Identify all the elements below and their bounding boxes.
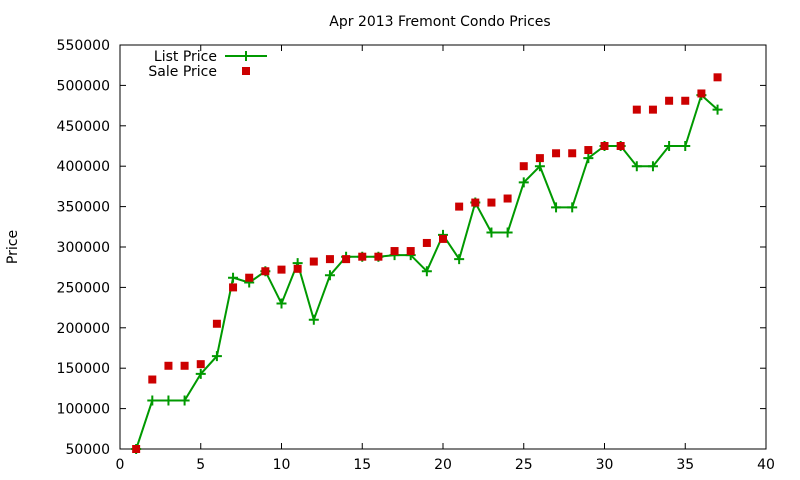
y-axis: 50000 100000 150000 200000 250000 300000 35000…	[57, 38, 766, 458]
data-point-sale-price	[358, 252, 367, 261]
data-point-sale-price	[277, 265, 286, 274]
data-point-sale-price	[665, 96, 674, 105]
data-point-list-price	[712, 104, 723, 115]
data-point-sale-price	[552, 149, 561, 158]
x-tick-label: 15	[353, 457, 371, 473]
data-point-sale-price	[374, 252, 383, 261]
y-tick-label: 100000	[57, 402, 110, 418]
data-point-sale-price	[600, 142, 609, 150]
data-point-sale-price	[261, 267, 270, 276]
x-tick-label: 10	[273, 457, 291, 473]
x-tick-label: 0	[116, 457, 125, 473]
y-tick-label: 150000	[57, 361, 110, 377]
data-point-list-price	[147, 395, 158, 406]
y-tick-label: 50000	[65, 442, 110, 458]
y-tick-label: 500000	[57, 78, 110, 94]
data-point-list-price	[195, 368, 206, 379]
data-point-list-price	[534, 161, 545, 172]
data-point-sale-price	[584, 146, 593, 155]
data-point-list-price	[228, 272, 239, 283]
data-point-sale-price	[487, 198, 496, 207]
data-point-sale-price	[713, 73, 722, 82]
data-point-list-price	[179, 395, 190, 406]
data-point-sale-price	[406, 247, 415, 256]
data-point-sale-price	[180, 361, 189, 370]
data-point-sale-price	[648, 105, 657, 114]
chart-title: Apr 2013 Fremont Condo Prices	[329, 14, 550, 30]
data-point-list-price	[551, 202, 562, 213]
y-tick-label: 550000	[57, 38, 110, 54]
data-point-sale-price	[503, 194, 512, 203]
y-tick-label: 400000	[57, 159, 110, 175]
y-tick-label: 450000	[57, 119, 110, 135]
data-point-sale-price	[229, 283, 238, 292]
x-tick-label: 30	[596, 457, 614, 473]
x-tick-label: 40	[757, 457, 775, 473]
data-point-list-price	[502, 227, 513, 238]
series-layer	[131, 73, 723, 454]
y-tick-label: 350000	[57, 200, 110, 216]
series-sale-price	[132, 73, 722, 453]
data-point-list-price	[486, 227, 497, 238]
data-point-sale-price	[309, 257, 318, 266]
data-point-sale-price	[681, 96, 690, 105]
data-point-list-price	[454, 254, 465, 265]
data-point-list-price	[211, 351, 222, 362]
x-tick-label: 5	[196, 457, 205, 473]
data-point-list-price	[583, 153, 594, 164]
data-point-sale-price	[519, 162, 528, 171]
legend-marker-sale-price	[242, 67, 250, 75]
x-axis: 0 5 10 15 20 25 30 35 40	[116, 45, 775, 473]
plot-frame	[119, 44, 767, 450]
data-point-list-price	[421, 266, 432, 277]
y-tick-label: 250000	[57, 280, 110, 296]
y-axis-title: Price	[5, 230, 21, 264]
data-point-sale-price	[325, 255, 334, 264]
legend-label-list-price: List Price	[154, 49, 217, 65]
data-point-sale-price	[422, 238, 431, 247]
data-point-sale-price	[293, 264, 302, 273]
data-point-sale-price	[245, 273, 254, 282]
data-point-sale-price	[132, 445, 141, 453]
data-point-list-price	[631, 161, 642, 172]
y-tick-label: 300000	[57, 240, 110, 256]
series-list-price	[131, 90, 723, 454]
data-point-sale-price	[212, 319, 221, 328]
data-point-sale-price	[632, 105, 641, 114]
data-point-sale-price	[390, 247, 399, 256]
data-point-sale-price	[455, 202, 464, 211]
data-point-sale-price	[196, 360, 205, 369]
x-tick-label: 20	[434, 457, 452, 473]
data-point-sale-price	[616, 142, 625, 150]
y-tick-label: 200000	[57, 321, 110, 337]
data-point-sale-price	[568, 149, 577, 158]
data-point-list-price	[664, 141, 675, 151]
data-point-list-price	[567, 202, 578, 213]
data-point-list-price	[680, 141, 691, 151]
legend-label-sale-price: Sale Price	[148, 64, 217, 80]
data-point-sale-price	[535, 154, 544, 163]
data-point-sale-price	[164, 361, 173, 370]
legend: List Price Sale Price	[148, 49, 267, 80]
x-tick-label: 25	[515, 457, 533, 473]
legend-marker-list-price	[241, 51, 251, 61]
data-point-list-price	[163, 395, 174, 406]
data-point-sale-price	[439, 234, 447, 243]
data-point-list-price	[308, 314, 319, 325]
data-point-sale-price	[342, 255, 351, 264]
data-point-list-price	[647, 161, 658, 172]
data-point-list-price	[518, 177, 529, 188]
data-point-sale-price	[148, 375, 157, 384]
data-point-list-price	[324, 270, 335, 281]
data-point-list-price	[276, 298, 287, 309]
x-tick-label: 35	[676, 457, 694, 473]
data-point-sale-price	[697, 89, 706, 98]
data-point-sale-price	[471, 198, 480, 207]
